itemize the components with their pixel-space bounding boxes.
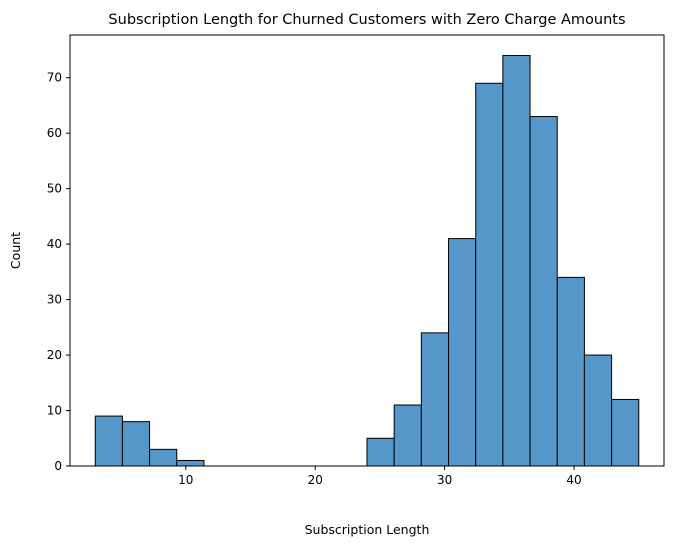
x-axis-ticks: 10 20 30 40: [178, 466, 582, 487]
y-axis-ticks: 0 10 20 30 40 50 60 70: [47, 71, 70, 473]
histogram-bar: [366, 437, 395, 467]
histogram-bar: [529, 116, 558, 467]
x-tick-label: 10: [178, 473, 193, 487]
histogram-bar: [94, 415, 123, 467]
x-axis-label: Subscription Length: [305, 522, 430, 537]
x-tick-label: 40: [566, 473, 581, 487]
plot-frame: [69, 34, 665, 467]
x-tick-label: 30: [437, 473, 452, 487]
bars-group: [94, 55, 640, 467]
histogram-bar: [502, 55, 531, 467]
y-tick-label: 40: [47, 237, 62, 251]
y-tick-label: 30: [47, 293, 62, 307]
histogram-bar: [420, 332, 450, 467]
y-tick-label: 70: [47, 71, 62, 85]
histogram-bar: [475, 82, 504, 467]
histogram-bar: [393, 404, 422, 467]
x-tick-label: 20: [308, 473, 323, 487]
y-tick-label: 20: [47, 348, 62, 362]
histogram-bar: [583, 354, 613, 467]
y-tick-label: 10: [47, 404, 62, 418]
histogram-bar: [611, 398, 640, 467]
histogram-bar: [176, 459, 205, 467]
histogram-bar: [556, 276, 585, 467]
y-tick-label: 0: [54, 459, 62, 473]
chart-title: Subscription Length for Churned Customer…: [108, 12, 625, 28]
histogram-bar: [448, 238, 477, 467]
histogram-bar: [149, 448, 178, 467]
histogram-bar: [121, 421, 151, 467]
y-tick-label: 50: [47, 182, 62, 196]
y-axis-label: Count: [8, 232, 23, 269]
y-tick-label: 60: [47, 126, 62, 140]
